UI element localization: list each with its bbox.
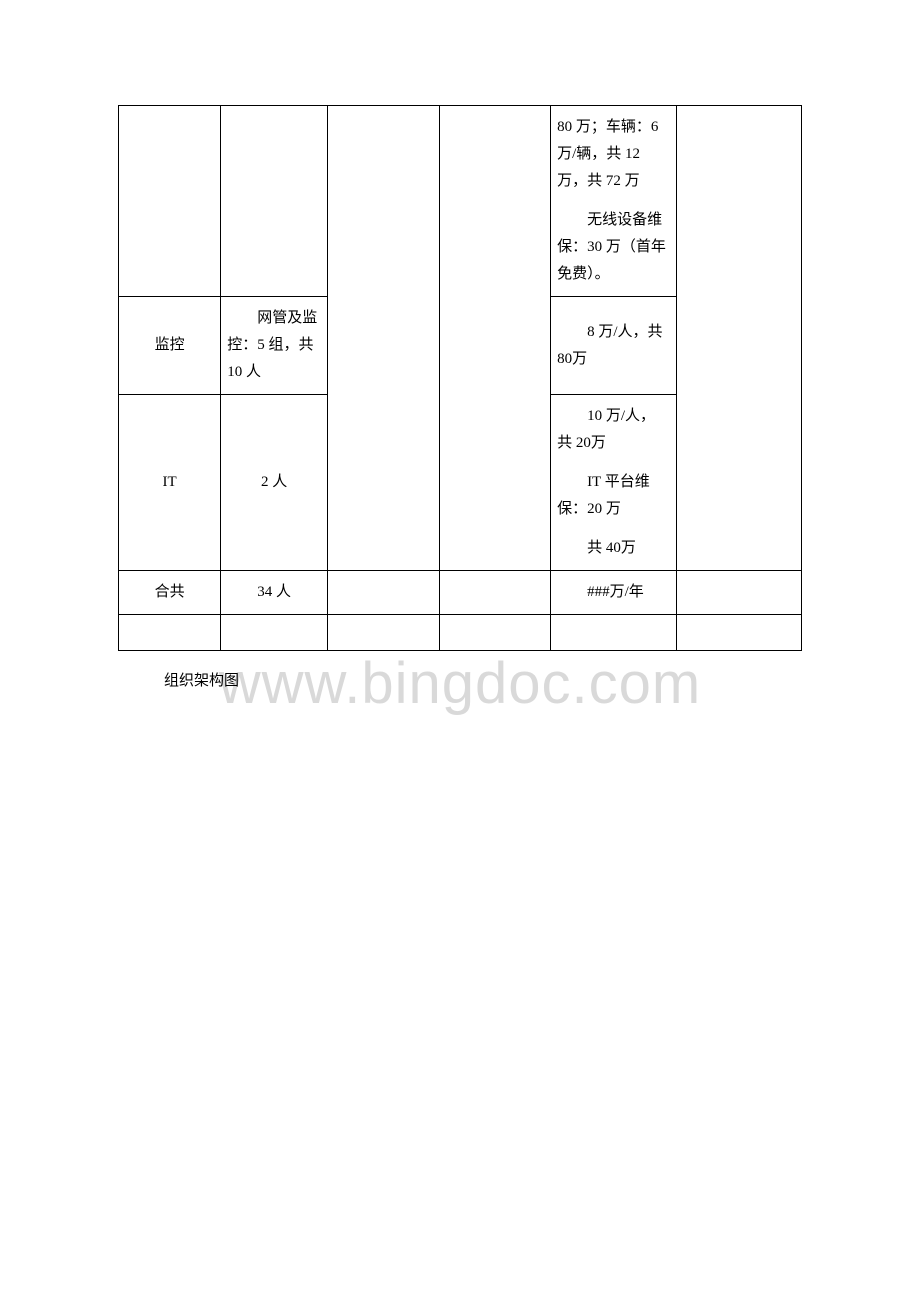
cell-category: 合共 [119,571,221,615]
cell-category: IT [119,395,221,571]
cell-empty [439,615,551,651]
cell-empty [119,615,221,651]
cell-empty [551,615,676,651]
cell-personnel: 2 人 [221,395,328,571]
page-content: 80 万；车辆：6 万/辆，共 12 万，共 72 万 无线设备维保：30 万（… [0,0,920,690]
table-row: 80 万；车辆：6 万/辆，共 12 万，共 72 万 无线设备维保：30 万（… [119,106,802,297]
cost-text: ###万/年 [557,579,669,606]
cell-empty [676,571,802,615]
org-chart-caption: 组织架构图 [118,669,802,690]
table-row [119,615,802,651]
cost-text: IT 平台维保：20 万 [557,469,669,523]
cell-empty [328,571,440,615]
cost-text: 8 万/人，共 80万 [557,319,669,373]
cell-merged-col4 [439,106,551,571]
table-row: 合共 34 人 ###万/年 [119,571,802,615]
cell-empty [676,615,802,651]
cost-table: 80 万；车辆：6 万/辆，共 12 万，共 72 万 无线设备维保：30 万（… [118,105,802,651]
cell-cost: 80 万；车辆：6 万/辆，共 12 万，共 72 万 无线设备维保：30 万（… [551,106,676,297]
cell-cost: ###万/年 [551,571,676,615]
cell-merged-col3 [328,106,440,571]
cell-empty [439,571,551,615]
cost-text: 80 万；车辆：6 万/辆，共 12 万，共 72 万 [557,114,669,195]
cell-cost: 8 万/人，共 80万 [551,297,676,395]
cell-personnel: 34 人 [221,571,328,615]
cell-cost: 10 万/人，共 20万 IT 平台维保：20 万 共 40万 [551,395,676,571]
cell-personnel [221,106,328,297]
cell-empty [221,615,328,651]
cell-empty [328,615,440,651]
cell-personnel: 网管及监控：5 组，共10 人 [221,297,328,395]
cell-merged-col6 [676,106,802,571]
personnel-text: 网管及监控：5 组，共10 人 [227,305,321,386]
cell-category [119,106,221,297]
cost-text: 10 万/人，共 20万 [557,403,669,457]
cost-text: 无线设备维保：30 万（首年免费）。 [557,207,669,288]
cell-category: 监控 [119,297,221,395]
cost-text: 共 40万 [557,535,669,562]
